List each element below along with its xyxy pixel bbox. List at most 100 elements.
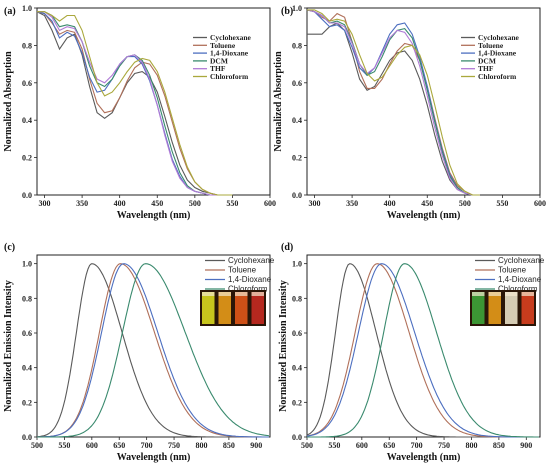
- y-tick-label: 0.0: [22, 433, 32, 442]
- legend-entry: 1,4-Dioxane: [478, 49, 517, 58]
- series-line-1-4-dioxane: [37, 263, 269, 438]
- series-line-1-4-dioxane: [306, 263, 539, 438]
- vial-cap: [505, 292, 518, 296]
- y-tick-label: 0.4: [22, 364, 32, 373]
- vial-cap: [472, 292, 485, 296]
- legend-entry: 1,4-Dioxane: [228, 275, 272, 284]
- series-line-dcm: [306, 9, 480, 196]
- vial: [505, 292, 518, 324]
- x-tick-label: 600: [86, 441, 98, 450]
- chart-panel-4: 500 550 600 650 700 750 800 850 900 0.0 0.2 0.4 0.6 0…: [278, 242, 545, 463]
- vial-photo: [470, 290, 536, 326]
- series-line-cyclohexane: [307, 22, 480, 196]
- legend-entry: THF: [478, 64, 494, 73]
- legend: CyclohexaneToluene1,4-DioxaneDCMTHFChlor…: [193, 33, 252, 81]
- x-tick-label: 550: [58, 441, 70, 450]
- x-tick-label: 600: [356, 441, 368, 450]
- x-tick-label: 700: [411, 441, 423, 450]
- y-tick-label: 0.2: [22, 398, 32, 407]
- legend-entry: Toluene: [478, 41, 504, 50]
- series-line-cyclohexane: [36, 263, 269, 438]
- x-axis-label: Wavelength (nm): [387, 452, 461, 463]
- legend-entry: Cyclohexane: [228, 256, 275, 265]
- series-line-thf: [37, 11, 233, 196]
- plot-frame: [306, 7, 541, 196]
- x-axis-label: Wavelength (nm): [117, 452, 191, 463]
- x-tick-label: 350: [346, 199, 358, 208]
- y-tick-label: 0.8: [292, 294, 302, 303]
- series-line-1-4-dioxane: [306, 9, 480, 196]
- legend-entry: Chloroform: [498, 285, 538, 294]
- chart-panel-3: 500 550 600 650 700 750 800 850 900 0.0 0.2 0.4 0.6 0…: [3, 242, 275, 463]
- series-line-toluene: [306, 9, 480, 196]
- plot-frame: [36, 254, 271, 438]
- vial-cap: [202, 292, 215, 296]
- vial-cap: [488, 292, 501, 296]
- x-tick-label: 500: [301, 441, 313, 450]
- series-line-chloroform: [307, 263, 539, 438]
- y-tick-label: 0.4: [292, 116, 302, 125]
- vial: [218, 292, 231, 324]
- legend-entry: DCM: [478, 56, 496, 65]
- legend-entry: Cyclohexane: [498, 256, 545, 265]
- y-tick-label: 0.6: [292, 79, 302, 88]
- x-tick-label: 850: [223, 441, 235, 450]
- series-line-chloroform: [37, 263, 269, 438]
- vial-cap: [235, 292, 248, 296]
- vial: [202, 292, 215, 324]
- x-tick-label: 600: [534, 199, 546, 208]
- y-tick-label: 0.6: [292, 329, 302, 338]
- vial-cap: [251, 292, 264, 296]
- series-line-chloroform: [37, 11, 233, 196]
- y-tick-label: 1.0: [292, 260, 302, 269]
- vial: [521, 292, 534, 324]
- vial: [488, 292, 501, 324]
- x-tick-label: 500: [189, 199, 201, 208]
- x-tick-label: 500: [459, 199, 471, 208]
- x-tick-label: 800: [465, 441, 477, 450]
- panel-label: (c): [4, 242, 15, 253]
- legend-entry: Toluene: [498, 266, 527, 275]
- chart-panel-2: 300 350 400 450 500 550 600 0.0 0.2 0.4 0.6 0.8 1.0 W…: [273, 4, 546, 221]
- x-axis-label: Wavelength (nm): [387, 210, 461, 221]
- y-tick-label: 0.4: [22, 116, 32, 125]
- legend-entry: Toluene: [228, 266, 257, 275]
- y-tick-label: 0.6: [22, 329, 32, 338]
- x-tick-label: 750: [168, 441, 180, 450]
- x-tick-label: 650: [383, 441, 395, 450]
- x-tick-label: 400: [384, 199, 396, 208]
- x-tick-label: 550: [496, 199, 508, 208]
- legend-entry: Chloroform: [228, 285, 268, 294]
- panel-label: (d): [281, 242, 293, 253]
- y-tick-label: 0.2: [292, 154, 302, 163]
- plot-frame: [306, 254, 541, 438]
- x-tick-label: 650: [113, 441, 125, 450]
- y-tick-label: 0.8: [22, 41, 32, 50]
- chart-panel-1: 300 350 400 450 500 550 600 0.0 0.2 0.4 0.6 0.8 1.0 W…: [3, 4, 276, 221]
- x-tick-label: 450: [151, 199, 163, 208]
- y-tick-label: 0.0: [292, 191, 302, 200]
- series-line-thf: [306, 9, 480, 196]
- vial: [235, 292, 248, 324]
- vial-cap: [521, 292, 534, 296]
- plot-frame: [36, 7, 271, 196]
- x-tick-label: 600: [264, 199, 276, 208]
- panel-label: (b): [281, 6, 293, 17]
- x-tick-label: 550: [226, 199, 238, 208]
- x-tick-label: 350: [76, 199, 88, 208]
- y-axis-label: Normalized Absorption: [3, 51, 14, 152]
- x-tick-label: 850: [493, 441, 505, 450]
- legend-entry: 1,4-Dioxane: [498, 275, 542, 284]
- x-tick-label: 400: [114, 199, 126, 208]
- vial: [251, 292, 264, 324]
- x-tick-label: 300: [309, 199, 321, 208]
- legend-entry: Toluene: [210, 41, 236, 50]
- x-tick-label: 300: [39, 199, 51, 208]
- legend-entry: DCM: [210, 56, 228, 65]
- y-tick-label: 1.0: [22, 4, 32, 13]
- y-tick-label: 1.0: [292, 4, 302, 13]
- x-tick-label: 500: [31, 441, 43, 450]
